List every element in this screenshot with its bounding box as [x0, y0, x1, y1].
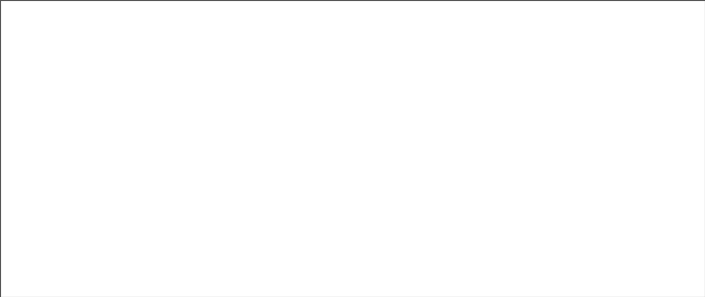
- X-axis label: Optical Density: Optical Density: [326, 262, 457, 277]
- Y-axis label: Concentration(ng/mL): Concentration(ng/mL): [49, 37, 63, 209]
